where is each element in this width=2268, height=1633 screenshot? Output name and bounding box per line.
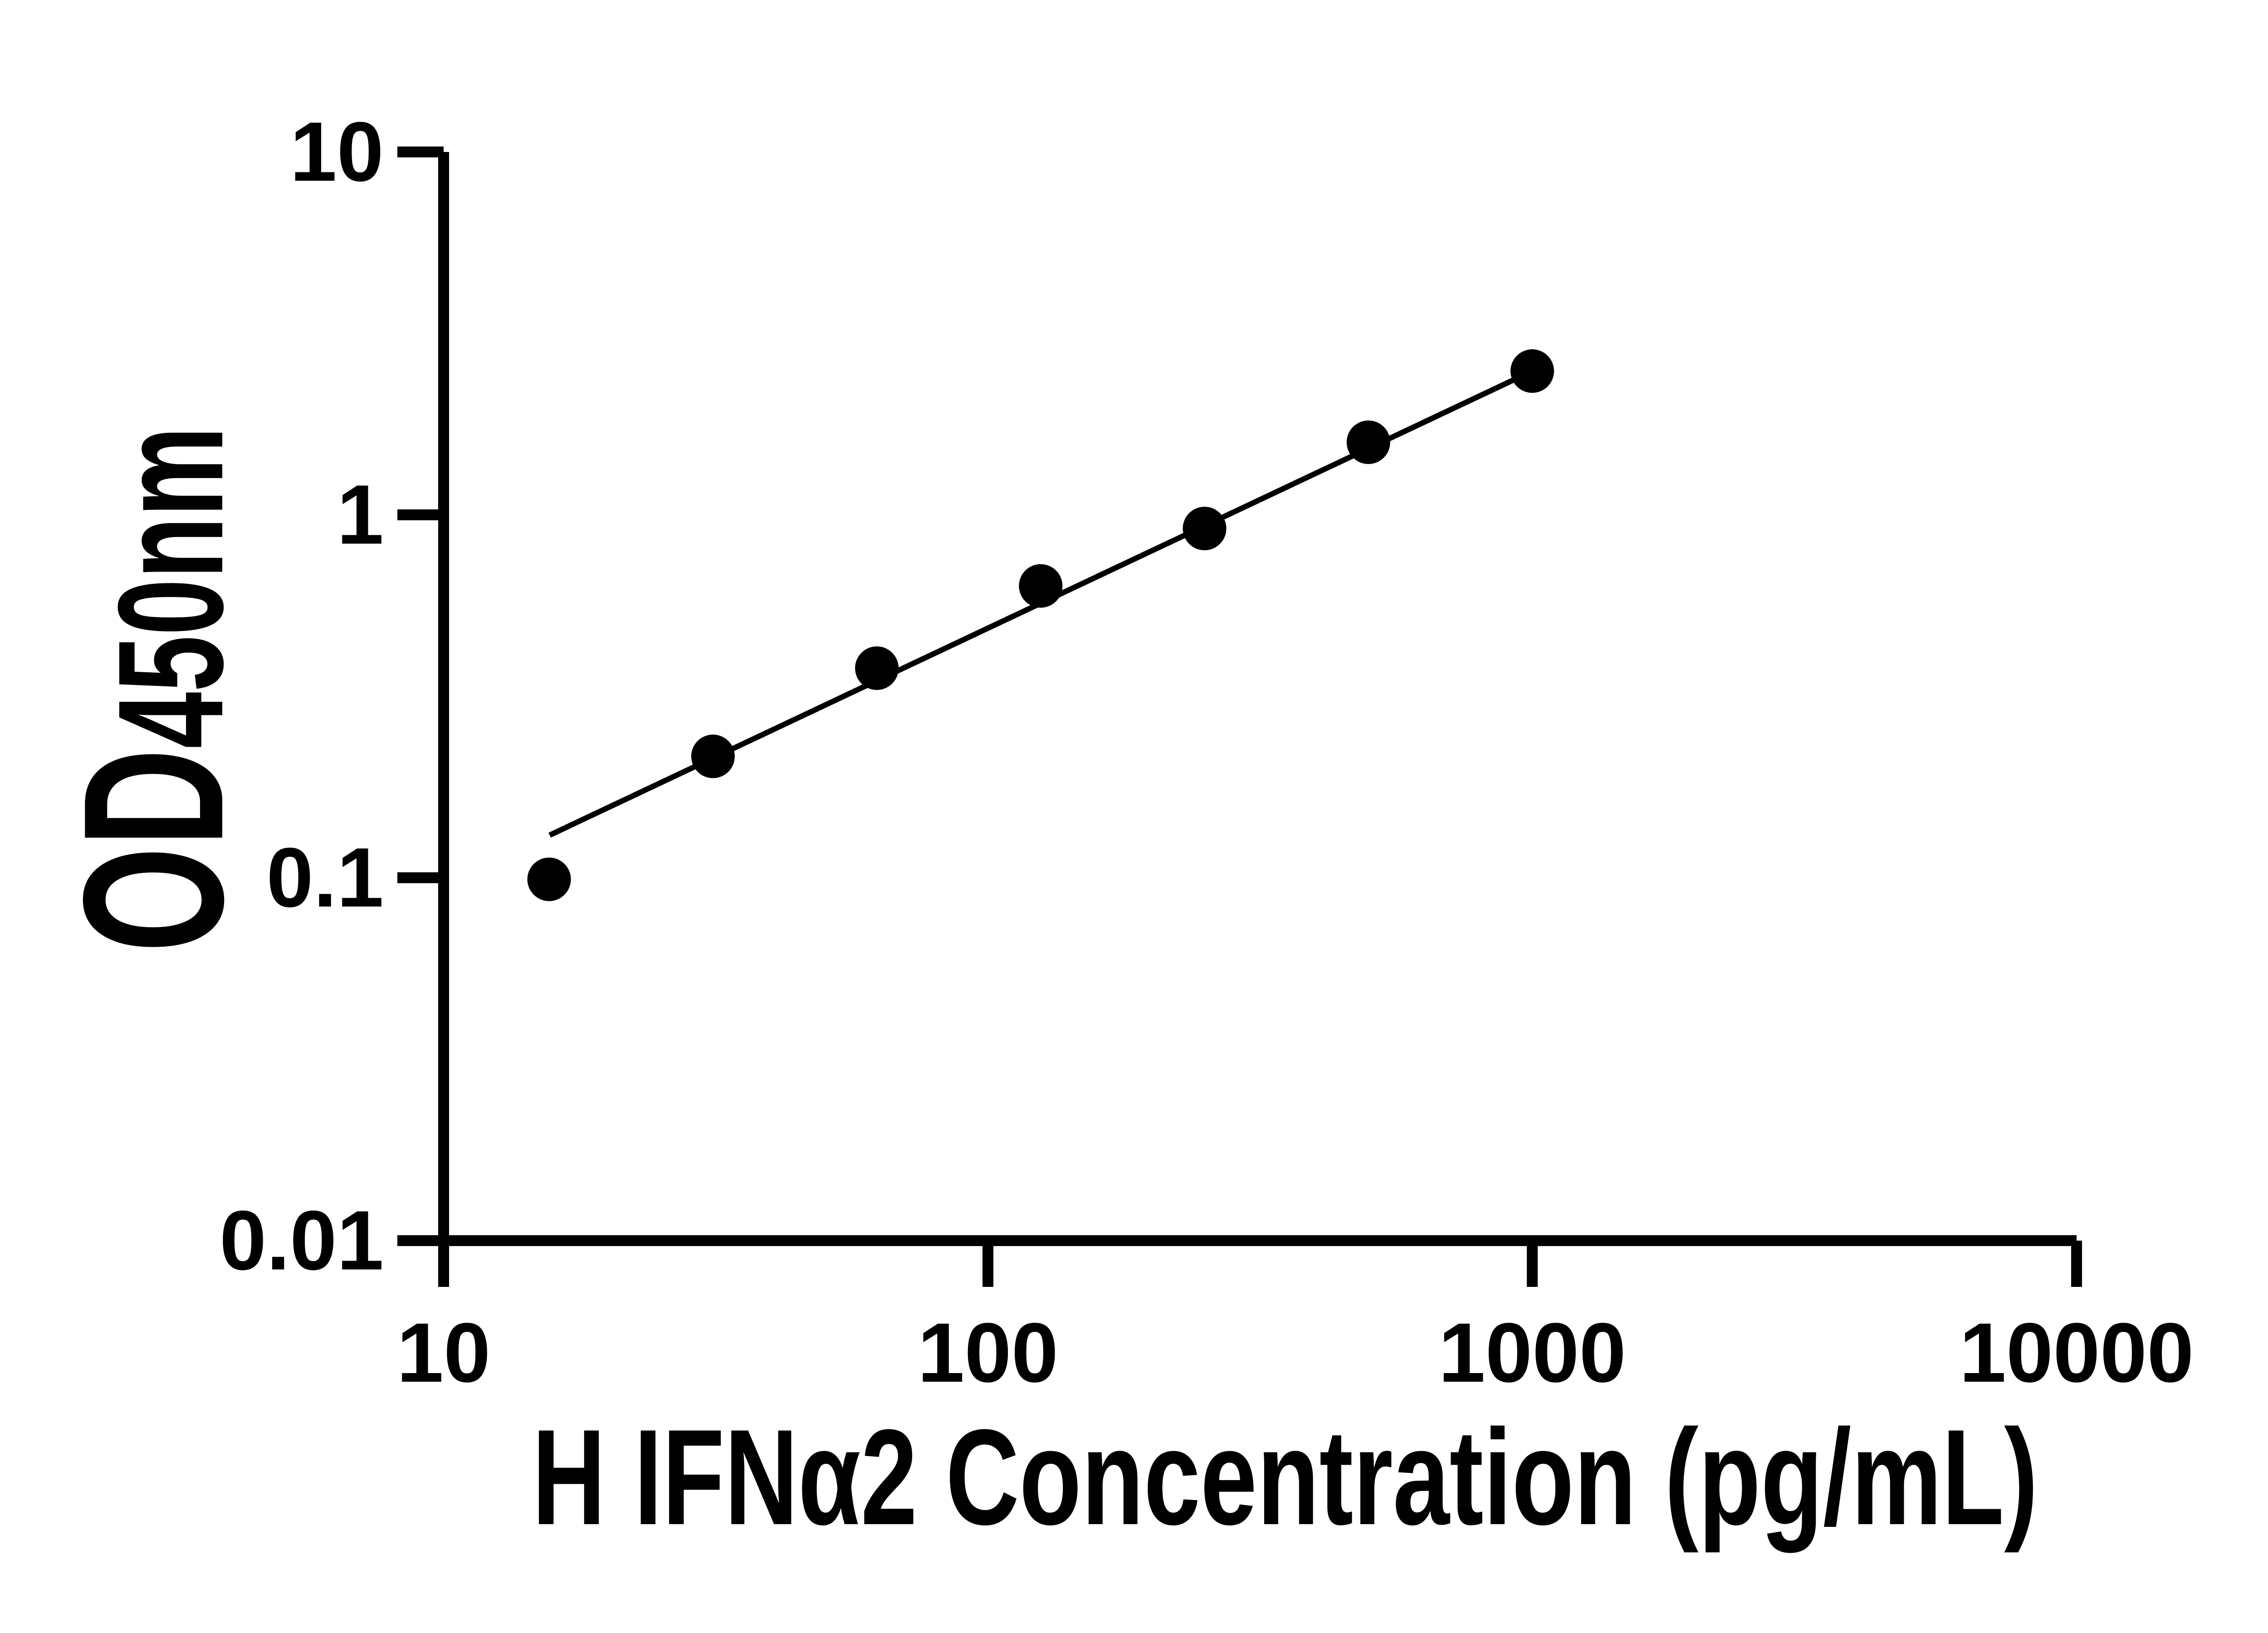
data-point — [691, 734, 735, 778]
y-tick-label: 0.1 — [266, 831, 384, 925]
data-point — [1183, 507, 1227, 551]
series-group — [527, 349, 1554, 901]
x-axis-title: H IFNα2 Concentration (pg/mL) — [532, 1401, 2038, 1554]
x-tick-label: 10000 — [1959, 1306, 2194, 1400]
data-point — [1346, 420, 1390, 464]
axis-lines — [438, 152, 2077, 1246]
data-point — [1019, 564, 1063, 608]
y-ticks-group — [397, 147, 444, 1246]
y-tick-label: 1 — [337, 468, 384, 562]
axes-group — [438, 152, 2077, 1246]
data-point — [1510, 349, 1554, 393]
y-axis-title-main: OD — [42, 748, 265, 953]
x-tick-label: 10 — [397, 1306, 491, 1400]
y-tick-label: 10 — [290, 105, 384, 199]
x-tick-label: 100 — [918, 1306, 1058, 1400]
y-axis-title: OD450nm — [42, 426, 265, 953]
data-point — [527, 857, 571, 901]
x-tick-label: 1000 — [1438, 1306, 1626, 1400]
x-ticks-group — [438, 1241, 2082, 1287]
y-tick-labels-group: 10 1 0.1 0.01 — [220, 105, 384, 1288]
y-axis-title-subscript: 450nm — [87, 426, 254, 748]
y-tick-label: 0.01 — [220, 1194, 384, 1288]
data-point — [855, 646, 899, 690]
x-tick-labels-group: 10 100 1000 10000 — [397, 1306, 2194, 1400]
